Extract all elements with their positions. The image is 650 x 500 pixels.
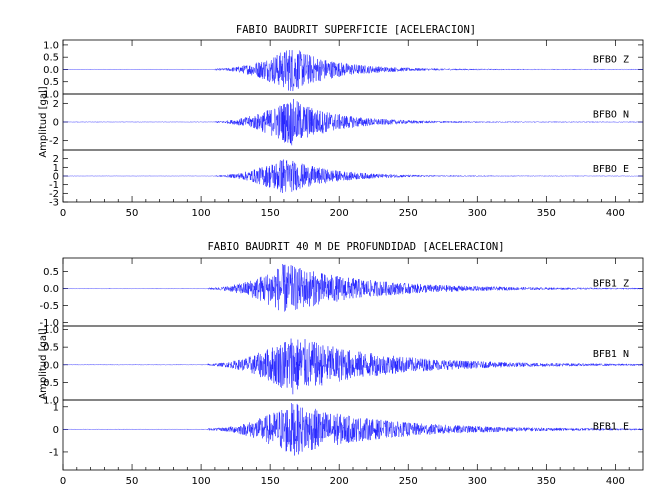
x-tick-label: 400 (606, 208, 625, 219)
y-tick-label: -0.5 (39, 301, 59, 312)
x-tick-label: 0 (60, 476, 66, 487)
x-tick-label: 250 (399, 208, 418, 219)
y-tick-label: -3 (49, 198, 59, 209)
y-tick-label: 0.5 (43, 77, 59, 88)
waveform-trace (62, 338, 644, 395)
station-label: BFB1 Z (593, 279, 629, 290)
surface-accel-chart: FABIO BAUDRIT SUPERFICIE [ACELERACION] A… (38, 24, 644, 219)
y-tick-label: 1 (53, 163, 59, 174)
y-tick-label: 0.5 (43, 343, 59, 354)
x-tick-label: 50 (126, 476, 139, 487)
x-tick-label: 0 (60, 208, 66, 219)
x-tick-label: 200 (330, 208, 349, 219)
x-tick-label: 100 (192, 208, 211, 219)
y-tick-label: 1 (53, 402, 59, 413)
y-tick-label: 0.5 (43, 378, 59, 389)
trace-panel: -1 0 1 BFB1 E (49, 399, 644, 471)
x-tick-label: 350 (537, 208, 556, 219)
y-tick-label: 1.0 (43, 325, 59, 336)
y-tick-label: 0.0 (43, 65, 59, 76)
y-tick-label: 0 (53, 118, 59, 129)
y-tick-label: -1 (49, 180, 59, 191)
station-label: BFB1 N (593, 349, 629, 360)
trace-panel: 1.0 0.50.00.5 1.0 BFBO Z (43, 39, 644, 101)
y-tick-label: 0 (53, 425, 59, 436)
x-tick-label: 150 (261, 208, 280, 219)
x-tick-label: 400 (606, 476, 625, 487)
x-tick-label: 200 (330, 476, 349, 487)
depth-40m-accel-chart: FABIO BAUDRIT 40 M DE PROFUNDIDAD [ACELE… (38, 241, 644, 487)
x-tick-label: 150 (261, 476, 280, 487)
y-axis-label: Amplitud [gal] (38, 328, 49, 399)
x-tick-label: 50 (126, 208, 139, 219)
trace-panel: 1.0 0.5 0.0 0.5 1.0 BFB1 N (43, 325, 644, 407)
waveform-trace (62, 159, 644, 193)
y-tick-label: 2 (53, 154, 59, 165)
x-tick-label: 100 (192, 476, 211, 487)
y-tick-label: 1.0 (43, 90, 59, 101)
y-tick-label: 0.0 (43, 284, 59, 295)
y-tick-label: 0.0 (43, 360, 59, 371)
x-tick-label: 350 (537, 476, 556, 487)
y-tick-label: 0 (53, 172, 59, 183)
waveform-trace (62, 403, 644, 456)
waveform-trace (62, 263, 644, 312)
y-tick-label: 1.0 (43, 396, 59, 407)
station-label: BFBO Z (593, 55, 629, 66)
y-tick-label: -2 (49, 136, 59, 147)
y-tick-label: -1 (49, 447, 59, 458)
x-tick-label: 300 (468, 208, 487, 219)
y-tick-label: 0.5 (43, 53, 59, 64)
trace-panel: -1.0 -0.5 0.0 0.5 BFB1 Z (39, 257, 644, 329)
x-tick-label: 250 (399, 476, 418, 487)
chart-title: FABIO BAUDRIT SUPERFICIE [ACELERACION] (236, 24, 476, 36)
y-axis-label: Amplitud [gal] (38, 86, 49, 157)
y-tick-label: -1.0 (39, 318, 59, 329)
y-tick-label: 2 (53, 99, 59, 110)
chart-title: FABIO BAUDRIT 40 M DE PROFUNDIDAD [ACELE… (207, 241, 504, 253)
trace-panel: -2 0 2 BFBO N (49, 93, 644, 151)
x-tick-label: 300 (468, 476, 487, 487)
station-label: BFB1 E (593, 421, 629, 432)
y-tick-label: 0.5 (43, 267, 59, 278)
station-label: BFBO E (593, 164, 629, 175)
waveform-trace (62, 98, 644, 146)
station-label: BFBO N (593, 110, 629, 121)
y-tick-label: 1.0 (43, 40, 59, 51)
y-tick-label: -2 (49, 189, 59, 200)
waveform-trace (62, 50, 644, 92)
